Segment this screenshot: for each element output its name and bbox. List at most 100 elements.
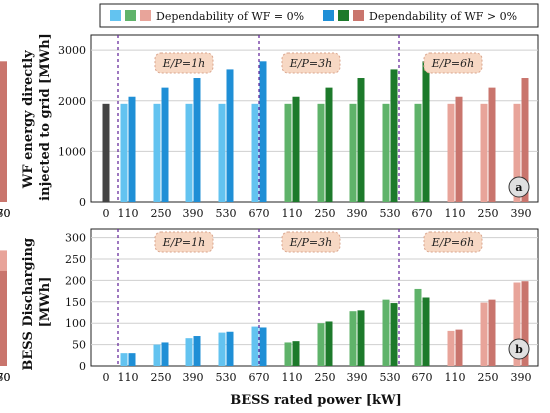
panel-a-letter-badge bbox=[508, 176, 530, 198]
bar bbox=[193, 78, 201, 202]
x-tick-label: 390 bbox=[183, 371, 204, 384]
bar bbox=[349, 103, 357, 202]
group-badge-label: E/P=6h bbox=[431, 236, 474, 249]
x-tick-label: 110 bbox=[282, 207, 303, 220]
x-tick-label: 250 bbox=[478, 371, 499, 384]
legend-swatch-blue-light bbox=[110, 10, 121, 21]
group-badge bbox=[281, 231, 341, 253]
x-tick-label: 390 bbox=[347, 371, 368, 384]
y-tick-label: 50 bbox=[72, 339, 86, 352]
x-tick-label: 530 bbox=[380, 371, 401, 384]
bar bbox=[120, 103, 128, 202]
x-tick-label: 530 bbox=[216, 207, 237, 220]
y-tick-label: 2000 bbox=[58, 95, 86, 108]
bar bbox=[251, 103, 259, 202]
y-tick-label: 150 bbox=[65, 296, 86, 309]
bar bbox=[226, 69, 234, 202]
legend-swatch-red-light bbox=[140, 10, 151, 21]
bar bbox=[185, 103, 193, 202]
legend-box bbox=[99, 3, 539, 28]
bar bbox=[259, 327, 267, 366]
x-tick-label: 390 bbox=[347, 207, 368, 220]
panel-b-group-labels: E/P=1h E/P=3h E/P=6h bbox=[154, 231, 483, 253]
bar bbox=[455, 329, 463, 366]
panel-b-grid bbox=[91, 237, 538, 346]
bar bbox=[513, 282, 521, 366]
legend-swatch-green-dark bbox=[338, 10, 349, 21]
bar bbox=[447, 330, 455, 366]
bar bbox=[120, 353, 128, 366]
panel-a-ylabel-line1: WF energy directly bbox=[21, 50, 36, 189]
bar bbox=[317, 103, 325, 202]
panel-b-frame bbox=[90, 228, 539, 367]
x-tick-label: 670 bbox=[249, 371, 270, 384]
x-tick-label: 250 bbox=[478, 207, 499, 220]
legend-label-zero: Dependability of WF = 0% bbox=[156, 10, 304, 23]
bar bbox=[414, 103, 422, 202]
panel-a-letter: a bbox=[515, 181, 522, 194]
y-tick-label: 0 bbox=[79, 196, 86, 209]
bar bbox=[0, 270, 7, 366]
bar bbox=[325, 321, 333, 366]
group-badge-label: E/P=6h bbox=[431, 57, 474, 70]
bar bbox=[218, 103, 226, 202]
panel-a-ylabel-line2: injected to grid [MWh] bbox=[38, 33, 53, 201]
bar bbox=[422, 297, 430, 366]
group-badge bbox=[281, 52, 341, 74]
group-badge-label: E/P=1h bbox=[162, 57, 205, 70]
bar bbox=[455, 96, 463, 202]
bar bbox=[218, 332, 226, 366]
legend-swatch-red-dark bbox=[353, 10, 364, 21]
x-tick-label: 530 bbox=[0, 371, 11, 384]
bar bbox=[317, 323, 325, 366]
x-tick-label: 250 bbox=[315, 207, 336, 220]
x-tick-label: 0 bbox=[103, 207, 110, 220]
bar bbox=[161, 87, 169, 202]
x-tick-label: 670 bbox=[249, 207, 270, 220]
x-tick-label: 0 bbox=[103, 371, 110, 384]
panel-a-dividers bbox=[117, 35, 400, 202]
bar bbox=[102, 103, 110, 202]
x-tick-label: 530 bbox=[0, 207, 11, 220]
panel-a-y-ticks: 0 1000 2000 3000 bbox=[58, 44, 86, 209]
bar bbox=[390, 69, 398, 202]
group-badge bbox=[154, 231, 214, 253]
panel-a: WF energy directly injected to grid [MWh… bbox=[0, 33, 539, 220]
x-tick-label: 670 bbox=[412, 371, 433, 384]
x-axis-label: BESS rated power [kW] bbox=[230, 393, 402, 408]
bar bbox=[488, 87, 496, 202]
x-tick-label: 110 bbox=[118, 207, 139, 220]
bar bbox=[521, 78, 529, 202]
bar bbox=[521, 281, 529, 366]
panel-b-x-ticks: 0 110 250 390 530 670 110 250 390 530 670 110 250 390… bbox=[0, 371, 532, 384]
bar bbox=[422, 61, 430, 202]
bar bbox=[382, 299, 390, 366]
panel-b-dividers bbox=[117, 229, 400, 366]
panel-b-y-ticks: 0 50 100 150 200 250 300 bbox=[65, 232, 86, 373]
bar bbox=[161, 342, 169, 366]
bar bbox=[414, 288, 422, 366]
panel-a-group-labels: E/P=1h E/P=3h E/P=6h bbox=[154, 52, 483, 74]
x-tick-label: 250 bbox=[151, 207, 172, 220]
panel-b-letter: b bbox=[515, 343, 523, 356]
panel-b: BESS Discharging [MWh] 0 50 100 150 200 250 30… bbox=[0, 228, 539, 384]
group-badge-label: E/P=3h bbox=[289, 236, 332, 249]
y-tick-label: 200 bbox=[65, 274, 86, 287]
bar bbox=[382, 103, 390, 202]
bar bbox=[480, 302, 488, 366]
bar bbox=[153, 103, 161, 202]
bar bbox=[292, 96, 300, 202]
bar bbox=[153, 344, 161, 366]
bar bbox=[284, 342, 292, 366]
bar bbox=[325, 87, 333, 202]
group-badge-label: E/P=3h bbox=[289, 57, 332, 70]
bar bbox=[349, 311, 357, 366]
y-tick-label: 300 bbox=[65, 232, 86, 245]
x-tick-label: 110 bbox=[118, 371, 139, 384]
bar bbox=[193, 336, 201, 366]
y-tick-label: 1000 bbox=[58, 145, 86, 158]
x-tick-label: 110 bbox=[445, 207, 466, 220]
bar bbox=[480, 103, 488, 202]
bar bbox=[185, 338, 193, 366]
